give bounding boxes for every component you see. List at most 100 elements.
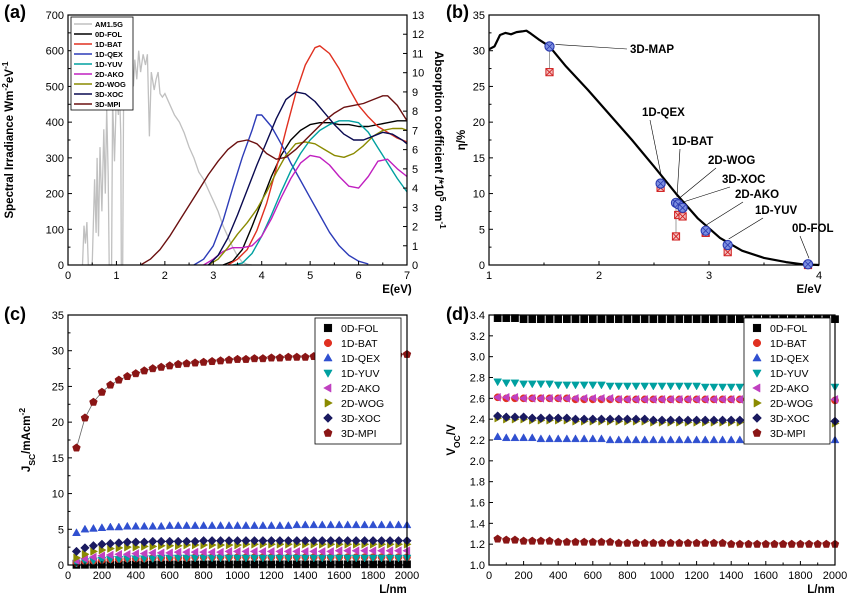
data-point: [317, 520, 327, 529]
data-point: [700, 435, 710, 444]
data-point: [385, 554, 395, 563]
data-point: [199, 554, 208, 563]
annotation-2d-ako: 2D-AKO: [735, 189, 779, 201]
legend-label: 1D-QEX: [95, 50, 123, 59]
y-tick-label: 25: [473, 81, 485, 93]
data-point: [190, 536, 200, 547]
data-point: [368, 536, 378, 546]
legend-label: 0D-FOL: [770, 323, 808, 335]
data-point: [292, 547, 300, 556]
data-point: [726, 415, 736, 425]
data-point: [360, 554, 370, 563]
data-point: [588, 434, 598, 443]
data-point: [718, 538, 727, 547]
data-point: [334, 536, 344, 546]
data-point: [640, 435, 650, 444]
point-blue-3d-xoc: [677, 202, 688, 214]
data-point: [562, 434, 572, 443]
panel-b: (b) 1 2 3 4 0 5 10 15 20 25 30 35 E/eV η/% 3D-MAP 1D-QEX…: [446, 2, 834, 296]
data-point: [813, 539, 822, 548]
data-point: [309, 554, 319, 563]
data-point: [640, 315, 649, 324]
panel-label: (b): [446, 2, 469, 22]
data-point: [190, 554, 200, 563]
data-point: [232, 547, 241, 556]
data-point: [393, 546, 402, 556]
data-point: [614, 538, 623, 547]
y-tick-label: 100: [46, 224, 64, 236]
data-point: [640, 538, 649, 547]
data-point: [726, 394, 735, 404]
data-point: [173, 521, 183, 529]
data-point: [623, 382, 632, 391]
data-point: [571, 434, 580, 443]
data-point: [73, 553, 82, 563]
annotation-0d-fol: 0D-FOL: [792, 223, 834, 235]
data-point: [519, 380, 528, 389]
data-point: [215, 536, 226, 546]
data-point: [233, 354, 242, 363]
x-tick-label: 4: [816, 270, 822, 282]
data-point: [588, 393, 596, 403]
legend-label: 2D-AKO: [770, 383, 809, 395]
data-point: [605, 414, 615, 424]
annotation-arrow: [676, 148, 681, 197]
data-point: [283, 521, 293, 529]
annotation-1d-yuv: 1D-YUV: [755, 205, 798, 217]
x-tick-label: 1800: [788, 570, 812, 582]
y-tick-label: 20: [473, 117, 485, 129]
data-point: [528, 536, 537, 545]
data-point: [528, 315, 537, 324]
data-point: [596, 414, 607, 424]
data-point: [393, 536, 404, 546]
data-point: [536, 434, 546, 443]
data-point: [554, 315, 563, 324]
y-tick-label: 3.0: [470, 352, 485, 364]
data-point: [105, 522, 115, 531]
data-point: [640, 382, 650, 391]
data-point: [300, 520, 310, 529]
data-point: [579, 537, 589, 546]
y-right-tick-label: 2: [412, 222, 418, 234]
y-tick-label: 2.8: [470, 373, 485, 385]
legend-label: 2D-WOG: [341, 398, 384, 410]
data-point: [207, 521, 217, 529]
data-point: [579, 414, 589, 424]
data-point: [105, 538, 116, 549]
data-point: [770, 539, 779, 548]
data-point: [700, 415, 710, 425]
data-point: [735, 435, 745, 444]
data-point: [553, 381, 563, 390]
data-point: [674, 415, 684, 425]
data-point: [275, 554, 285, 563]
legend-label: 1D-YUV: [770, 368, 809, 380]
y-right-tick-label: 8: [412, 106, 418, 118]
data-point: [761, 539, 771, 548]
legend-marker: [752, 338, 762, 348]
data-point: [165, 548, 173, 558]
data-point: [309, 536, 319, 546]
data-point: [691, 415, 702, 425]
y-right-tick-label: 11: [412, 48, 423, 60]
data-point: [536, 393, 545, 403]
data-point: [822, 539, 831, 548]
data-point: [309, 520, 319, 529]
data-point: [665, 415, 676, 425]
data-point: [614, 315, 623, 324]
y-tick-label: 15: [473, 153, 485, 165]
data-point: [326, 554, 336, 563]
legend-marker: [323, 323, 333, 333]
legend-marker: [323, 383, 332, 393]
data-point: [139, 549, 148, 558]
data-point: [657, 382, 667, 391]
x-axis-label: E/eV: [797, 284, 822, 296]
data-point: [165, 361, 174, 370]
data-point: [266, 536, 277, 546]
data-point: [787, 539, 796, 548]
data-point: [544, 393, 553, 403]
annotation-3d-xoc: 3D-XOC: [722, 174, 765, 186]
legend-label: 3D-MPI: [770, 428, 806, 440]
data-point: [614, 382, 624, 391]
legend-label: 1D-QEX: [770, 353, 809, 365]
data-point: [735, 383, 745, 392]
